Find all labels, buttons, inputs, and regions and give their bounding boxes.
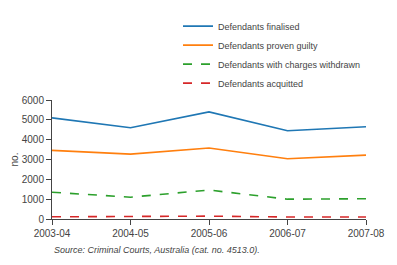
- svg-text:1000: 1000: [22, 194, 45, 205]
- svg-text:2000: 2000: [22, 174, 45, 185]
- svg-text:2004-05: 2004-05: [112, 228, 149, 239]
- svg-text:6000: 6000: [22, 95, 45, 106]
- svg-text:2006-07: 2006-07: [269, 228, 306, 239]
- svg-text:Defendants with charges withdr: Defendants with charges withdrawn: [218, 60, 360, 70]
- svg-text:no.: no.: [9, 153, 20, 167]
- svg-text:2007-08: 2007-08: [348, 228, 385, 239]
- svg-text:Defendants acquitted: Defendants acquitted: [218, 79, 303, 89]
- svg-text:Source: Criminal Courts, Austr: Source: Criminal Courts, Australia (cat.…: [54, 245, 260, 255]
- svg-text:2003-04: 2003-04: [34, 228, 71, 239]
- svg-text:0: 0: [38, 214, 44, 225]
- svg-text:5000: 5000: [22, 114, 45, 125]
- svg-text:2005-06: 2005-06: [191, 228, 228, 239]
- svg-text:Defendants proven guilty: Defendants proven guilty: [218, 41, 318, 51]
- svg-text:4000: 4000: [22, 134, 45, 145]
- svg-text:Defendants finalised: Defendants finalised: [218, 22, 300, 32]
- svg-text:3000: 3000: [22, 154, 45, 165]
